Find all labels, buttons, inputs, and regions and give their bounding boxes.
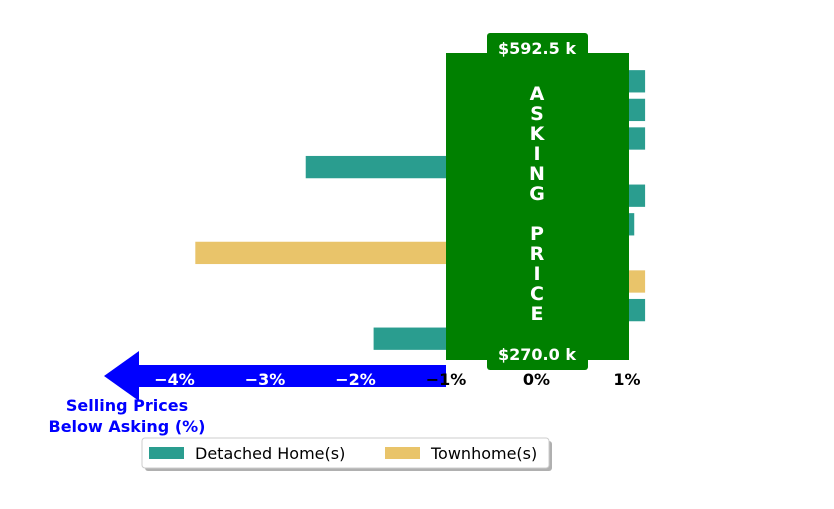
legend-frame bbox=[141, 437, 550, 469]
legend-label-0: Detached Home(s) bbox=[195, 444, 345, 463]
asking-letter-11: E bbox=[531, 303, 544, 325]
x-tick-label-5: 1% bbox=[613, 370, 640, 389]
asking-letter-5: G bbox=[529, 183, 545, 205]
asking-letter-1: S bbox=[530, 103, 544, 125]
below-asking-arrow bbox=[104, 351, 446, 401]
x-tick-labels: −4% −3% −2% −1% 0% 1% bbox=[154, 370, 640, 389]
legend-swatch-1 bbox=[385, 447, 420, 459]
asking-letter-4: N bbox=[529, 163, 545, 185]
top-price-tag bbox=[487, 33, 588, 61]
arrow-layer: Selling Prices Below Asking (%) bbox=[49, 351, 446, 436]
x-tick-label-0: −4% bbox=[154, 370, 195, 389]
arrow-caption-line2: Below Asking (%) bbox=[49, 417, 206, 436]
asking-letter-8: R bbox=[530, 243, 545, 265]
asking-letter-0: A bbox=[530, 83, 545, 105]
x-tick-label-2: −2% bbox=[335, 370, 376, 389]
legend-label-1: Townhome(s) bbox=[430, 444, 537, 463]
asking-letter-10: C bbox=[530, 283, 544, 305]
arrow-caption-line1: Selling Prices bbox=[66, 396, 188, 415]
asking-letter-9: I bbox=[533, 263, 540, 285]
legend: Detached Home(s) Townhome(s) bbox=[141, 437, 552, 471]
x-tick-label-3: −1% bbox=[426, 370, 467, 389]
asking-letter-7: P bbox=[530, 223, 544, 245]
top-price-label: $592.5 k bbox=[498, 39, 576, 58]
bottom-price-label: $270.0 k bbox=[498, 345, 576, 364]
asking-box-body bbox=[446, 53, 629, 360]
asking-letter-2: K bbox=[530, 123, 546, 145]
legend-swatch-0 bbox=[149, 447, 184, 459]
x-tick-label-1: −3% bbox=[245, 370, 286, 389]
asking-letter-3: I bbox=[533, 143, 540, 165]
x-tick-label-4: 0% bbox=[523, 370, 550, 389]
bottom-price-tag bbox=[487, 341, 588, 370]
